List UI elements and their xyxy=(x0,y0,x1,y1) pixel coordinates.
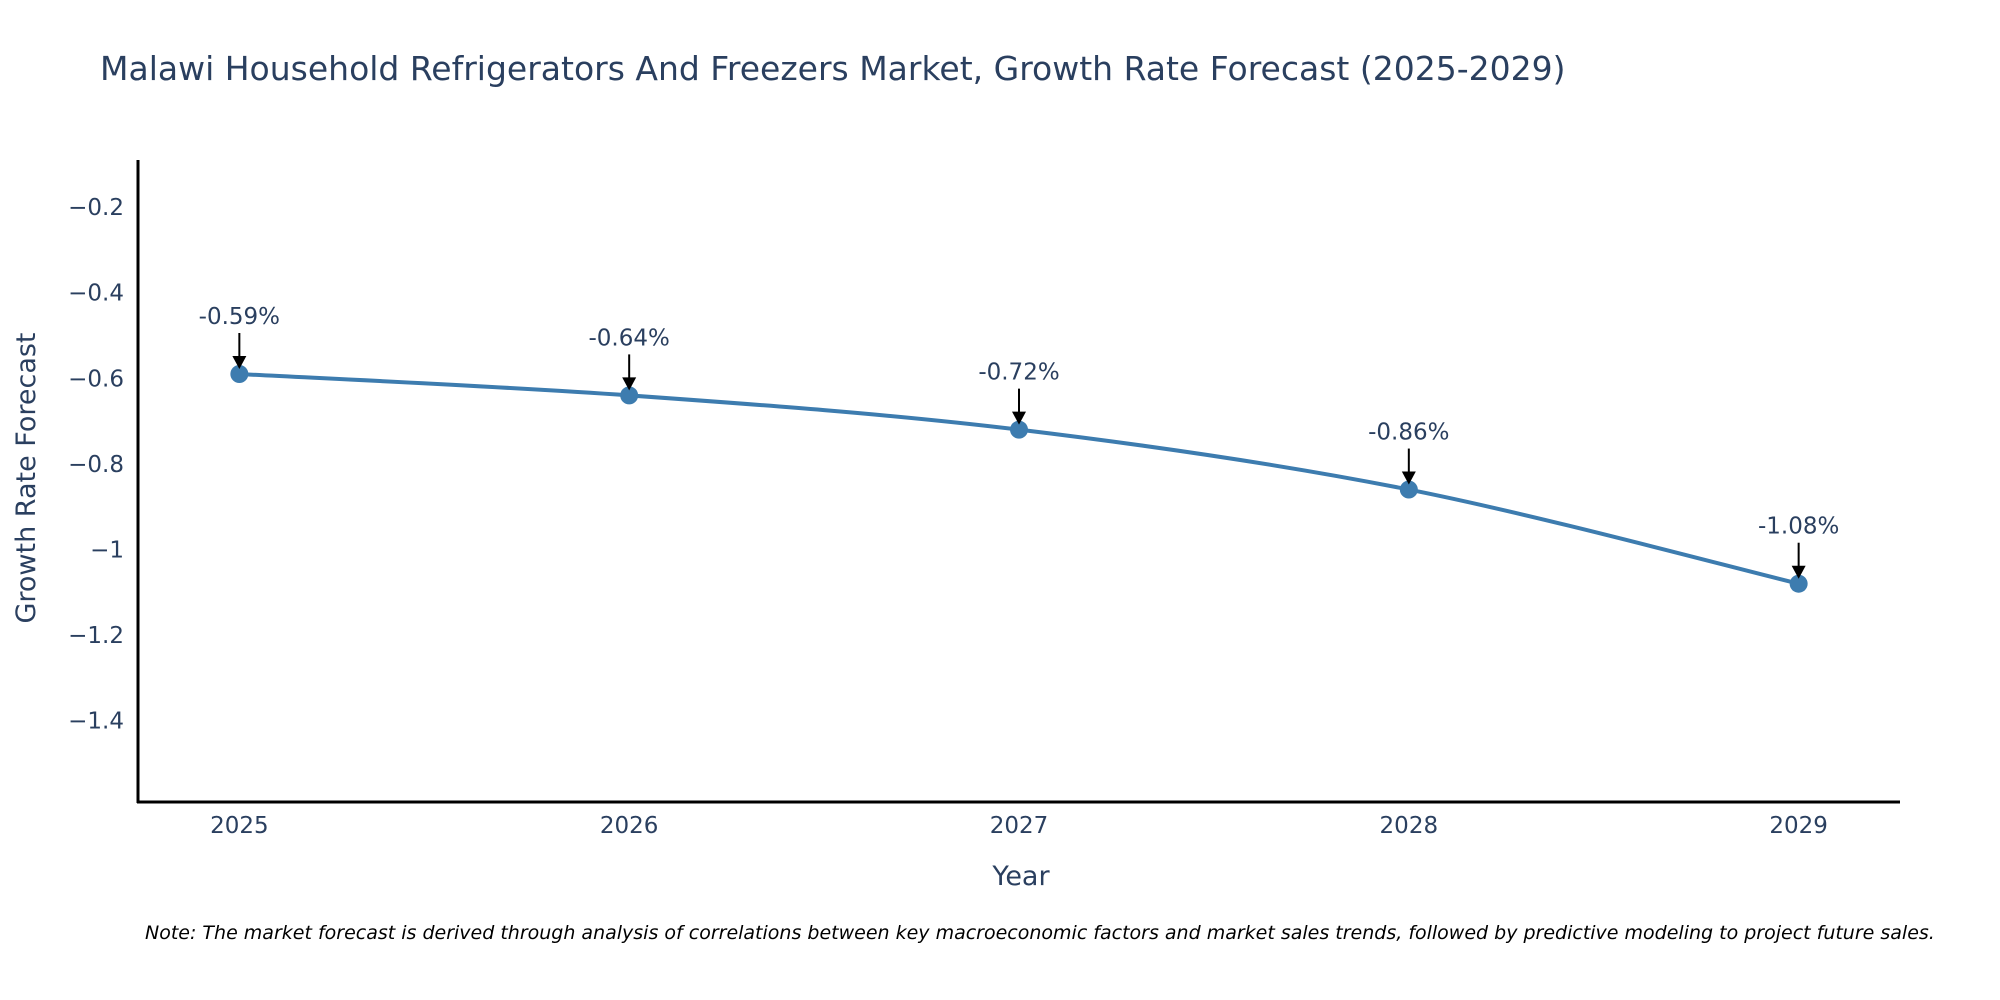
x-tick-label: 2025 xyxy=(210,813,269,839)
annotation-arrow-head xyxy=(232,356,247,369)
y-tick-label: −1 xyxy=(90,537,124,563)
annotation-arrow-head xyxy=(622,377,637,391)
data-label: -1.08% xyxy=(1758,514,1839,540)
x-tick-label: 2029 xyxy=(1769,813,1828,839)
annotation-arrow-head xyxy=(1401,471,1416,485)
data-label: -0.64% xyxy=(588,325,669,351)
x-tick-label: 2026 xyxy=(600,813,659,839)
annotation-arrow-head xyxy=(1012,411,1026,425)
series-group xyxy=(230,365,1808,593)
annotations-group: -0.59% -0.64% -0.72% -0.86% -1.08% xyxy=(199,304,1839,579)
footnote: Note: The market forecast is derived thr… xyxy=(145,922,1935,944)
data-label: -0.72% xyxy=(978,360,1059,386)
x-axis-ticks: 2025 2026 2027 2028 2029 xyxy=(210,813,1828,839)
data-label: -0.59% xyxy=(199,304,280,330)
y-tick-label: −0.6 xyxy=(68,366,124,392)
x-tick-label: 2027 xyxy=(990,813,1049,839)
y-tick-label: −0.2 xyxy=(68,195,124,221)
data-point-marker[interactable] xyxy=(1010,420,1028,439)
y-tick-label: −1.2 xyxy=(68,623,124,649)
chart-title: Malawi Household Refrigerators And Freez… xyxy=(100,49,1565,88)
y-axis-ticks: −0.2 −0.4 −0.6 −0.8 −1 −1.2 −1.4 xyxy=(68,195,124,735)
x-axis-title: Year xyxy=(991,861,1050,892)
data-point-marker[interactable] xyxy=(1399,480,1418,499)
y-tick-label: −0.8 xyxy=(68,452,124,478)
y-tick-label: −0.4 xyxy=(68,281,124,307)
x-tick-label: 2028 xyxy=(1380,813,1439,839)
data-point-marker[interactable] xyxy=(1789,574,1808,593)
annotation-arrow-head xyxy=(1791,565,1806,579)
y-axis-title: Growth Rate Forecast xyxy=(11,332,42,623)
data-label: -0.86% xyxy=(1368,420,1449,446)
data-point-marker[interactable] xyxy=(230,365,249,383)
y-tick-label: −1.4 xyxy=(68,709,124,735)
data-point-marker[interactable] xyxy=(620,386,639,405)
